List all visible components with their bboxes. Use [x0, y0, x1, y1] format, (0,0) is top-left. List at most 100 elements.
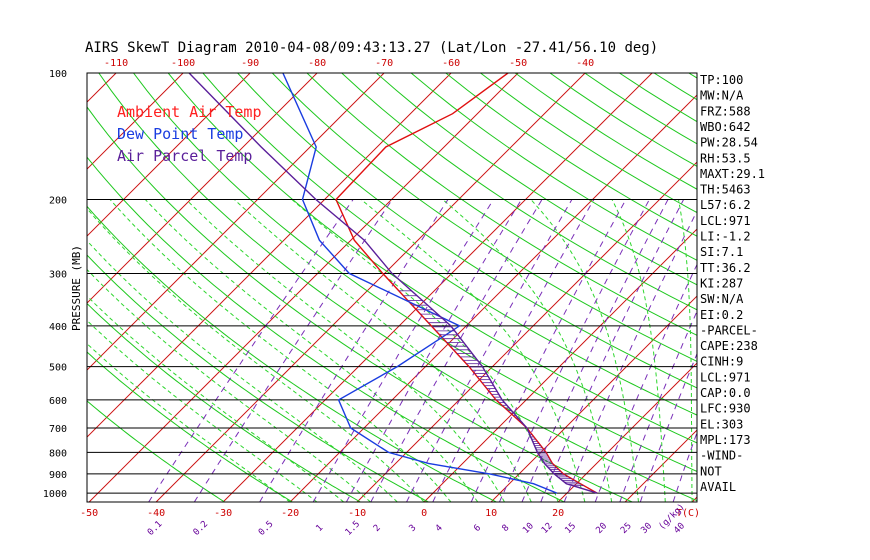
- moist-adiabat-line: [87, 268, 371, 502]
- isotherm-line: [222, 73, 653, 502]
- moist-adiabat-line: [611, 199, 666, 502]
- stat-entry: EI:0.2: [700, 308, 743, 322]
- legend-entry: Air Parcel Temp: [117, 147, 252, 165]
- stat-entry: MPL:173: [700, 433, 751, 447]
- pressure-tick-label: 300: [49, 269, 67, 280]
- mixing-ratio-line: [432, 199, 595, 502]
- stat-entry: MAXT:29.1: [700, 167, 765, 181]
- isotherm-line: [490, 295, 697, 502]
- moist-adiabat-line: [87, 342, 291, 502]
- dry-adiabat-line: [480, 73, 697, 214]
- mixing-ratio-line: [639, 352, 697, 502]
- series-lines: [188, 73, 598, 494]
- isotherm-line: [88, 73, 519, 502]
- mixing-ratio-tick-label: 1: [314, 523, 325, 534]
- dry-adiabat-line: [87, 106, 633, 502]
- mixing-ratio-tick-label: 15: [563, 521, 578, 536]
- stat-entry: -WIND-: [700, 449, 743, 463]
- mixing-ratio-tick-label: 1.5: [344, 519, 363, 538]
- stat-entry: L57:6.2: [700, 198, 751, 212]
- isotherm-line: [87, 73, 452, 438]
- dry-adiabat-line: [202, 73, 697, 416]
- stat-entry: KI:287: [700, 276, 743, 290]
- mixing-ratio-tick-label: 30: [639, 521, 654, 536]
- pressure-tick-label: 900: [49, 470, 67, 481]
- dry-adiabat-line: [133, 73, 697, 472]
- mixing-ratio-line: [259, 199, 449, 502]
- dry-adiabat-line: [87, 205, 497, 502]
- stat-entry: CAPE:238: [700, 339, 758, 353]
- bottom-temperature-tick-label: -20: [281, 508, 299, 519]
- top-temperature-tick-label: -80: [308, 58, 326, 69]
- series-ambient-air-temp-line: [335, 73, 598, 494]
- y-axis-label: PRESSURE (MB): [70, 245, 83, 331]
- top-temperature-tick-label: -50: [509, 58, 527, 69]
- moist-adiabat-line: [87, 240, 398, 502]
- dry-adiabat-line: [87, 302, 361, 502]
- dry-adiabat-line: [410, 73, 697, 261]
- mixing-ratio-line: [148, 199, 354, 502]
- moist-adiabat-line: [87, 319, 318, 502]
- mixing-ratio-tick-label: 6: [472, 523, 483, 534]
- mixing-ratio-line: [406, 199, 573, 502]
- isotherm-line: [826, 73, 870, 502]
- mixing-ratio-line: [193, 199, 393, 502]
- stat-entry: TP:100: [700, 73, 743, 87]
- isotherm-line: [155, 73, 586, 502]
- moist-adiabat-line: [442, 199, 613, 502]
- dry-adiabat-line: [87, 400, 225, 502]
- top-temperature-tick-label: -90: [241, 58, 259, 69]
- dry-adiabat-line: [167, 73, 697, 444]
- bottom-temperature-tick-label: -40: [147, 508, 165, 519]
- plot-frame: [86, 72, 698, 503]
- y-axis-label-group: PRESSURE (MB): [70, 245, 83, 331]
- x-axis-label: T(C): [676, 508, 700, 519]
- dry-adiabat-line: [271, 73, 697, 362]
- pressure-tick-label: 800: [49, 448, 67, 459]
- stat-entry: FRZ:588: [700, 104, 751, 118]
- stat-entry: MW:N/A: [700, 89, 744, 103]
- moist-adiabat-line: [530, 199, 639, 502]
- moist-adiabat-line: [144, 199, 479, 502]
- mixing-ratio-tick-label: 10: [521, 521, 536, 536]
- dry-adiabat-line: [87, 254, 429, 502]
- pressure-tick-label: 600: [49, 396, 67, 407]
- mixing-ratio-tick-label: 25: [619, 521, 634, 536]
- bottom-temperature-tick-label: 10: [485, 508, 497, 519]
- isotherm-line: [87, 73, 117, 103]
- pressure-tick-label: 400: [49, 322, 67, 333]
- stat-entry: PW:28.54: [700, 136, 758, 150]
- dry-adiabat-line: [87, 156, 565, 502]
- mixing-ratio-tick-label: 40: [672, 521, 687, 536]
- isotherm-line: [759, 73, 870, 502]
- mixing-ratio-tick-label: 8: [501, 523, 512, 534]
- dry-adiabat-line: [98, 73, 697, 502]
- stat-entry: NOT: [700, 464, 722, 478]
- dry-adiabat-line: [341, 73, 697, 311]
- series-dew-point-temp-line: [282, 73, 558, 494]
- mixing-ratio-tick-label: 12: [540, 521, 555, 536]
- moist-adiabat-line: [678, 199, 693, 502]
- isotherm-line: [0, 73, 49, 502]
- series-air-parcel-temp-line: [188, 73, 598, 494]
- moist-adiabat-line: [87, 295, 345, 502]
- moist-adiabat-line: [87, 207, 425, 502]
- top-temperature-tick-label: -60: [442, 58, 460, 69]
- pressure-tick-label: 700: [49, 424, 67, 435]
- stat-entry: LFC:930: [700, 402, 751, 416]
- dry-adiabat-line: [87, 351, 293, 502]
- mixing-ratio-tick-label: 4: [434, 523, 445, 534]
- legend-entry: Ambient Air Temp: [117, 103, 262, 121]
- grid-lines: [0, 73, 870, 502]
- dry-adiabat-line: [758, 73, 870, 502]
- bottom-temperature-tick-label: 0: [421, 508, 427, 519]
- top-temperature-tick-label: -40: [576, 58, 594, 69]
- isotherm-line: [356, 161, 697, 502]
- mixing-ratio-line: [594, 263, 697, 502]
- stat-entry: CINH:9: [700, 355, 743, 369]
- legend-entry: Dew Point Temp: [117, 125, 243, 143]
- bottom-temperature-tick-label: -30: [214, 508, 232, 519]
- isotherm-line: [557, 362, 697, 502]
